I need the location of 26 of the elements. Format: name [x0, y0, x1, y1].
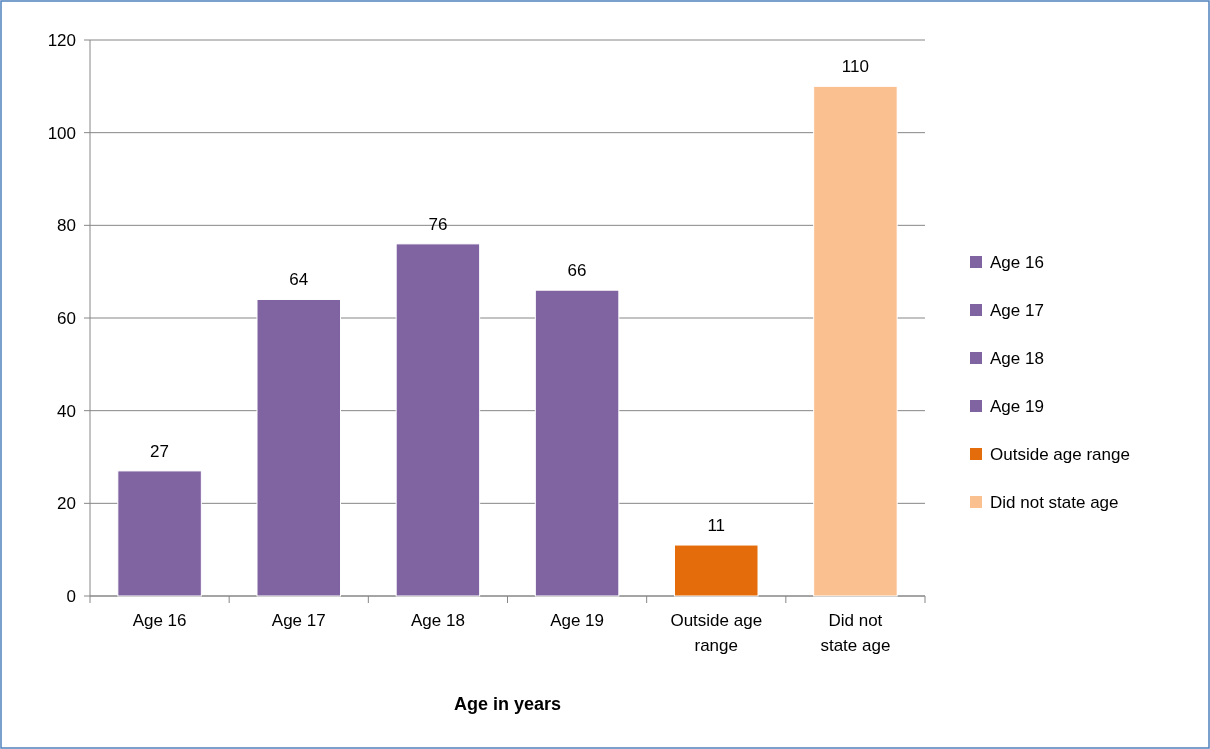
data-label: 110 [841, 57, 869, 77]
data-label: 64 [289, 270, 309, 290]
x-tick-label: Outside age range [670, 611, 763, 655]
x-tick-label: Age 16 [132, 611, 187, 630]
x-tick-label: Age 17 [271, 611, 326, 630]
y-tick-label: 20 [57, 494, 76, 514]
y-tick-label: 120 [47, 30, 76, 50]
legend-label: Age 19 [990, 396, 1044, 416]
y-tick-label: 40 [57, 401, 76, 421]
y-tick-label: 0 [66, 586, 76, 606]
data-label: 66 [567, 261, 587, 281]
y-tick-label: 100 [47, 123, 76, 143]
legend-label: Did not state age [990, 492, 1119, 512]
legend-label: Age 16 [990, 252, 1044, 272]
data-label: 76 [428, 214, 448, 234]
y-tick-label: 60 [57, 308, 76, 328]
x-tick-label: Age 19 [550, 611, 605, 630]
y-tick-label: 80 [57, 216, 76, 236]
x-tick-label: Age 18 [410, 611, 465, 630]
x-tick-label: Did not state age [820, 611, 891, 655]
legend-label: Age 17 [990, 300, 1044, 320]
legend-label: Age 18 [990, 348, 1044, 368]
data-label: 27 [150, 441, 170, 461]
data-label: 11 [707, 516, 726, 536]
legend-label: Outside age range [990, 444, 1130, 464]
x-axis-title: Age in years [453, 694, 562, 714]
